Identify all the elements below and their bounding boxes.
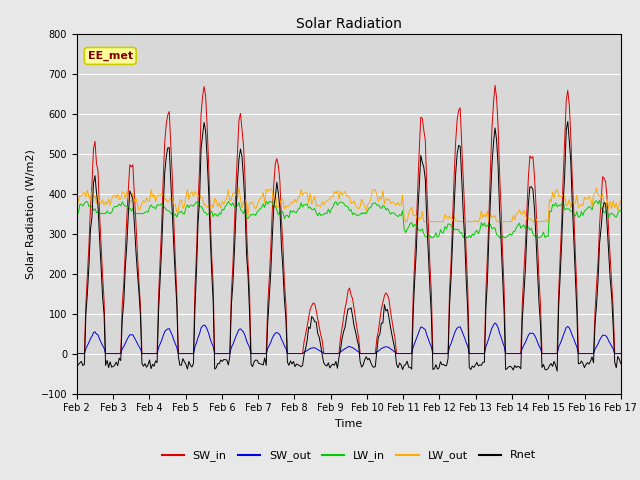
LW_in <box>140 211 147 216</box>
SW_out <box>311 345 319 351</box>
Line: LW_in: LW_in <box>77 200 621 238</box>
LW_in <box>262 198 270 204</box>
LW_out <box>237 195 244 201</box>
LW_in <box>253 209 261 215</box>
Rnet <box>73 364 81 370</box>
Rnet <box>564 119 572 124</box>
SW_out <box>253 351 261 357</box>
LW_out <box>589 192 597 198</box>
SW_out <box>617 351 625 357</box>
Line: SW_in: SW_in <box>77 85 621 354</box>
Title: Solar Radiation: Solar Radiation <box>296 17 402 31</box>
Rnet <box>235 156 243 162</box>
Rnet <box>589 360 597 366</box>
LW_in <box>311 205 319 211</box>
Rnet <box>617 360 625 366</box>
Line: SW_out: SW_out <box>77 323 621 354</box>
LW_out <box>402 219 410 225</box>
Rnet <box>554 368 561 374</box>
SW_out <box>491 320 499 326</box>
LW_in <box>73 204 81 210</box>
LW_out <box>255 198 262 204</box>
Rnet <box>262 362 270 368</box>
LW_out <box>264 189 271 194</box>
Rnet <box>311 319 319 324</box>
Line: LW_out: LW_out <box>77 188 621 222</box>
Legend: SW_in, SW_out, LW_in, LW_out, Rnet: SW_in, SW_out, LW_in, LW_out, Rnet <box>157 446 540 466</box>
SW_in <box>588 351 596 357</box>
SW_in <box>491 83 499 88</box>
SW_out <box>588 351 596 357</box>
Line: Rnet: Rnet <box>77 121 621 371</box>
LW_out <box>73 191 81 197</box>
LW_out <box>140 198 147 204</box>
Y-axis label: Solar Radiation (W/m2): Solar Radiation (W/m2) <box>25 149 35 278</box>
SW_out <box>140 351 147 357</box>
X-axis label: Time: Time <box>335 419 362 429</box>
SW_out <box>73 351 81 357</box>
SW_in <box>311 301 319 307</box>
LW_out <box>235 185 243 191</box>
SW_out <box>262 351 270 357</box>
LW_in <box>424 235 432 240</box>
LW_in <box>596 197 604 203</box>
Rnet <box>140 363 147 369</box>
Text: EE_met: EE_met <box>88 51 133 61</box>
LW_out <box>617 198 625 204</box>
LW_out <box>312 204 320 209</box>
SW_in <box>140 351 147 357</box>
SW_in <box>253 351 261 357</box>
SW_in <box>262 351 270 357</box>
SW_out <box>235 327 243 333</box>
LW_in <box>617 208 625 214</box>
SW_in <box>235 118 243 123</box>
LW_in <box>235 200 243 205</box>
SW_in <box>73 351 81 357</box>
Rnet <box>253 358 261 363</box>
LW_in <box>588 207 596 213</box>
SW_in <box>617 351 625 357</box>
